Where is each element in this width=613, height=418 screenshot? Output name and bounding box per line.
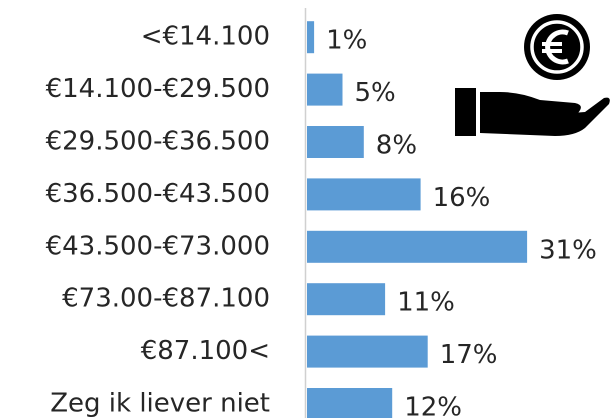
value-label: 17% <box>440 340 498 370</box>
value-label: 1% <box>326 26 367 56</box>
value-label: 31% <box>539 235 597 265</box>
value-label: 12% <box>404 393 462 418</box>
category-label: Zeg ik liever niet <box>50 389 270 418</box>
value-label: 16% <box>433 183 491 213</box>
money-hand-icon <box>455 14 610 136</box>
category-label: €87.100< <box>141 336 270 366</box>
category-label: €14.100-€29.500 <box>46 74 270 104</box>
category-label: €36.500-€43.500 <box>46 179 270 209</box>
bar <box>307 335 428 368</box>
bar <box>307 73 343 106</box>
bar <box>307 178 421 211</box>
bar <box>307 230 528 263</box>
bar <box>307 388 393 418</box>
value-label: 8% <box>376 131 417 161</box>
value-label: 5% <box>355 78 396 108</box>
bar <box>307 21 315 54</box>
category-label: €43.500-€73.000 <box>46 231 270 261</box>
value-label: 11% <box>397 288 455 318</box>
bar <box>307 126 364 158</box>
category-label: <€14.100 <box>141 22 270 52</box>
category-label: €29.500-€36.500 <box>46 127 270 157</box>
category-label: €73.00-€87.100 <box>62 284 270 314</box>
bar <box>307 283 386 316</box>
